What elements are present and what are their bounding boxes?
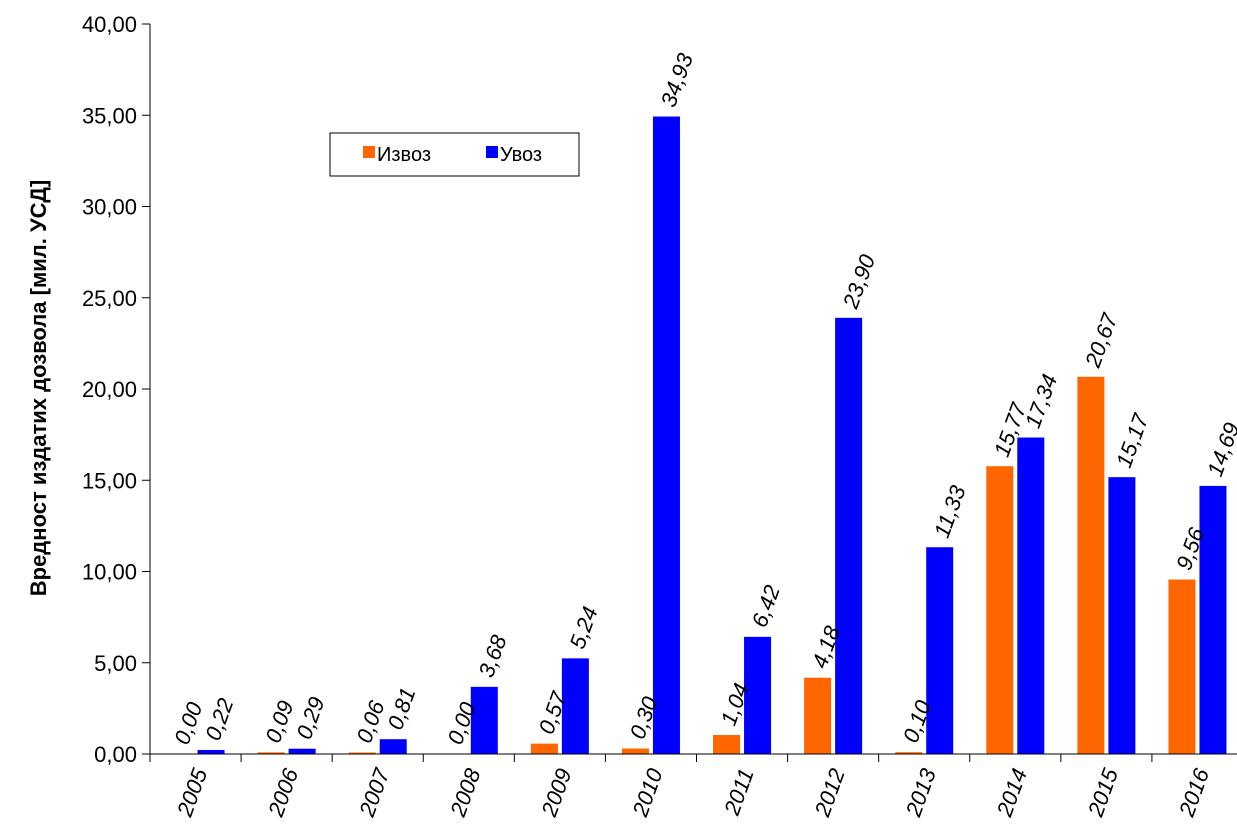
bar-import: [835, 317, 863, 754]
data-label-import: 14,69: [1202, 419, 1237, 479]
bar-export: [348, 752, 376, 754]
y-tick-label: 30,00: [82, 195, 137, 220]
data-label-import: 0,22: [200, 695, 238, 744]
bar-export: [1077, 376, 1105, 754]
data-label-import: 0,81: [382, 684, 420, 733]
y-tick-label: 25,00: [82, 286, 137, 311]
x-tick-label: 2005: [172, 764, 213, 820]
data-label-import: 23,90: [837, 251, 880, 313]
data-label-export: 0,00: [169, 698, 207, 748]
bar-import: [561, 658, 589, 754]
data-label-export: 20,67: [1080, 309, 1123, 371]
x-axis-ticks: 2005 2006 2007 2008 2009 2010 2011 2012 2013 2014…: [149, 754, 1215, 821]
x-tick-label: 2011: [719, 765, 759, 819]
legend-swatch-export: [363, 146, 375, 158]
data-label-import: 6,42: [747, 582, 785, 631]
x-tick-label: 2014: [991, 765, 1032, 820]
data-label-import: 15,17: [1111, 410, 1154, 471]
bar-export: [1168, 579, 1196, 754]
bar-export: [530, 743, 558, 754]
y-tick-label: 15,00: [82, 468, 137, 493]
data-label-export: 0,09: [260, 697, 298, 746]
bar-import: [288, 748, 316, 754]
y-tick-label: 5,00: [94, 651, 137, 676]
x-tick-label: 2015: [1082, 764, 1123, 820]
x-tick-label: 2013: [900, 764, 941, 820]
x-tick-label: 2009: [536, 765, 577, 820]
data-label-import: 34,93: [656, 49, 699, 110]
bar-import: [744, 636, 772, 754]
legend: Извоз Увоз: [329, 132, 580, 177]
x-tick-label: 2007: [354, 764, 395, 820]
data-label-import: 0,29: [291, 694, 329, 743]
bar-import: [1017, 437, 1045, 754]
x-tick-label: 2012: [809, 765, 850, 820]
bar-import: [470, 686, 498, 754]
bar-import: [197, 749, 225, 754]
x-tick-label: 2006: [263, 764, 304, 820]
data-label-import: 11,33: [929, 481, 971, 540]
y-tick-label: 20,00: [82, 377, 137, 402]
bar-export: [804, 677, 832, 754]
bar-import: [379, 739, 407, 754]
y-tick-label: 10,00: [82, 560, 137, 585]
data-label-import: 17,34: [1020, 371, 1062, 431]
bar-import: [652, 116, 680, 755]
y-tick-label: 0,00: [94, 742, 137, 767]
x-tick-label: 2016: [1174, 764, 1215, 820]
data-label-import: 3,68: [473, 631, 511, 681]
bar-import: [1108, 477, 1136, 754]
y-tick-label: 35,00: [82, 103, 137, 128]
x-tick-label: 2010: [627, 764, 668, 820]
bar-export: [713, 735, 741, 754]
legend-label-import: Увоз: [500, 144, 542, 166]
legend-swatch-import: [486, 146, 498, 158]
bar-export: [986, 466, 1014, 754]
y-axis-title: Вредност издатих дозвола [мил. УСД]: [26, 180, 51, 597]
bar-export: [621, 748, 649, 754]
y-tick-label: 40,00: [82, 12, 137, 37]
legend-label-export: Извоз: [377, 144, 431, 166]
bar-import: [926, 547, 954, 754]
y-axis-ticks: 0,00 5,00 10,00 15,00 20,00 25,00 30,00 35,00 40…: [82, 12, 150, 767]
bar-import: [1199, 485, 1227, 754]
data-labels-group: 0,000,22 0,090,29 0,060,81 0,003,680,575,24…: [169, 49, 1237, 747]
data-label-import: 5,24: [565, 603, 603, 652]
bar-export: [257, 752, 285, 754]
bar-export: [895, 752, 923, 754]
x-tick-label: 2008: [445, 764, 486, 820]
bars-group: [197, 116, 1227, 755]
